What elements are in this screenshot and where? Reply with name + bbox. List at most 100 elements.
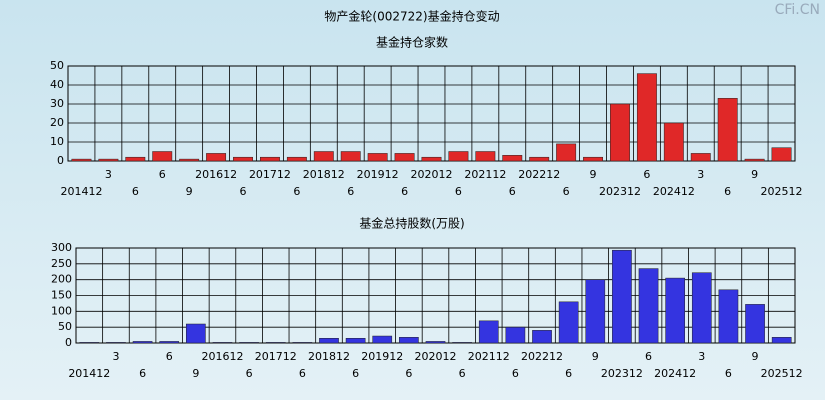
bar [185,323,206,344]
plot-area [67,65,796,162]
chart-title: 物产金轮(002722)基金持仓变动 [324,9,499,24]
chart-subtitle: 基金持仓家数 [376,35,448,50]
bar [319,338,339,344]
watermark: CFi.CN [775,2,820,18]
x-tick-label: 9 [186,185,193,198]
x-tick-label: 9 [192,367,199,380]
bar [585,279,606,344]
y-tick-label: 50 [58,320,72,333]
x-tick-label: 6 [401,185,408,198]
bar [771,147,792,162]
bar [610,103,630,162]
x-tick-label: 6 [246,367,253,380]
x-tick-label: 3 [697,168,704,181]
bar [505,326,526,344]
bar [475,151,496,162]
x-tick-label: 201912 [361,350,403,363]
bar [152,151,173,162]
x-tick-label: 6 [405,367,412,380]
y-tick-label: 0 [57,154,64,167]
bar [71,158,92,162]
bar [448,151,469,162]
bar [452,342,472,344]
x-tick-label: 9 [590,168,597,181]
bar [691,272,712,344]
bar [425,341,446,344]
x-tick-label: 9 [751,168,758,181]
x-tick-label: 201812 [308,350,350,363]
x-tick-label: 6 [459,367,466,380]
x-tick-label: 6 [299,367,306,380]
y-tick-label: 30 [50,97,64,110]
x-tick-label: 202112 [468,350,510,363]
x-tick-label: 6 [293,185,300,198]
x-tick-label: 6 [166,350,173,363]
bar [421,156,442,162]
x-tick-label: 6 [509,185,516,198]
x-tick-label: 202012 [415,350,457,363]
x-tick-label: 6 [139,367,146,380]
bar [394,153,415,162]
bar [745,304,765,344]
x-tick-label: 9 [752,350,759,363]
x-tick-label: 6 [159,168,166,181]
y-tick-label: 150 [51,289,72,302]
x-tick-label: 6 [645,350,652,363]
x-tick-label: 202412 [654,367,696,380]
bar [367,153,388,162]
bar [638,268,659,344]
x-tick-label: 9 [592,350,599,363]
bar [612,249,632,344]
bar [286,156,307,162]
x-tick-label: 6 [352,367,359,380]
bar [532,330,552,344]
y-tick-label: 250 [51,257,72,270]
bar [502,155,523,162]
bar [744,158,765,162]
bar [636,73,657,162]
y-tick-label: 300 [51,241,72,254]
bar [265,342,286,344]
y-tick-label: 200 [51,273,72,286]
bar [239,342,259,344]
x-tick-label: 6 [132,185,139,198]
x-tick-label: 201412 [60,185,102,198]
x-tick-label: 202312 [599,185,641,198]
bar [690,153,711,162]
bar [179,158,200,162]
x-tick-label: 6 [643,168,650,181]
bar [233,156,253,162]
bar [313,151,334,162]
x-tick-label: 202512 [761,185,803,198]
bar [340,151,361,162]
x-tick-label: 201712 [249,168,291,181]
bar [717,98,738,162]
x-tick-label: 202212 [521,350,563,363]
bar [663,122,684,162]
x-tick-label: 201612 [201,350,243,363]
chart-subtitle: 基金总持股数(万股) [359,216,464,231]
bar [98,158,119,162]
bar [212,342,233,344]
bar [106,342,126,344]
x-tick-label: 6 [455,185,462,198]
x-tick-label: 201812 [303,168,345,181]
x-tick-label: 6 [240,185,247,198]
x-tick-label: 201912 [357,168,399,181]
y-tick-label: 100 [51,304,72,317]
y-tick-label: 0 [65,336,72,349]
y-tick-label: 40 [50,78,64,91]
x-tick-label: 201412 [68,367,110,380]
x-tick-label: 201612 [195,168,237,181]
x-tick-label: 6 [565,367,572,380]
bar [718,289,739,344]
x-tick-label: 202112 [464,168,506,181]
x-tick-label: 6 [512,367,519,380]
bar [125,156,146,162]
y-tick-label: 50 [50,59,64,72]
x-tick-label: 202312 [601,367,643,380]
x-tick-label: 3 [698,350,705,363]
x-tick-label: 6 [563,185,570,198]
bar [159,341,180,344]
